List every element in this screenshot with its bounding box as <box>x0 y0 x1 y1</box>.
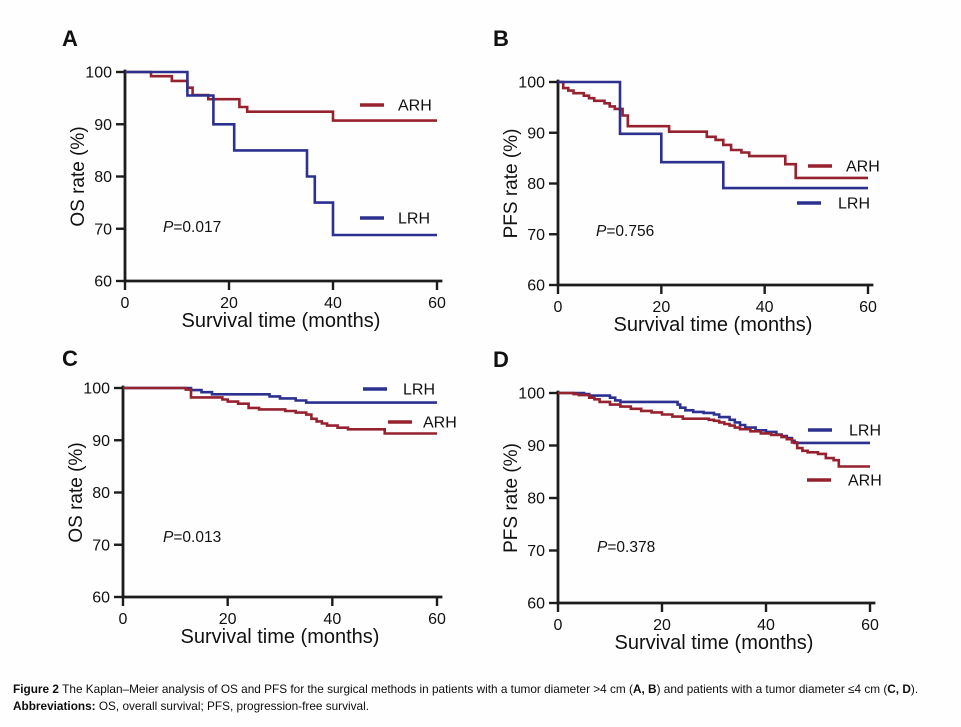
y-tick-label: 70 <box>527 227 545 244</box>
caption-line-1: Figure 2 The Kaplan–Meier analysis of OS… <box>13 681 953 698</box>
x-tick-label: 0 <box>121 295 130 312</box>
panel-c-letter: C <box>62 346 78 371</box>
y-tick-label: 100 <box>83 381 110 398</box>
y-tick-label: 70 <box>94 221 112 238</box>
x-tick-label: 60 <box>428 295 446 312</box>
legend-label-arh: ARH <box>423 415 457 432</box>
caption-bold-text: Figure 2 <box>13 682 63 696</box>
panel-d-axes <box>556 390 876 605</box>
x-axis-title: Survival time (months) <box>182 310 381 332</box>
y-tick-label: 60 <box>527 596 545 613</box>
panel-b-letter: B <box>493 26 509 51</box>
legend-item-arh: ARH <box>808 159 880 176</box>
x-tick-label: 40 <box>756 299 774 316</box>
panel-a-letter: A <box>62 26 78 51</box>
x-tick-label: 60 <box>428 611 446 628</box>
x-tick-label: 40 <box>757 617 775 634</box>
caption-bold-text: Abbreviations: <box>13 698 99 713</box>
y-axis-title: PFS rate (%) <box>501 129 522 239</box>
panel-b-axes <box>556 79 874 287</box>
x-tick-label: 20 <box>219 611 237 628</box>
caption-line-2: Abbreviations: OS, overall survival; PFS… <box>13 698 953 715</box>
caption-bold-text: A, B <box>632 682 657 696</box>
figure-caption: Figure 2 The Kaplan–Meier analysis of OS… <box>13 681 953 714</box>
legend-label-arh: ARH <box>848 473 882 490</box>
y-axis-title: PFS rate (%) <box>501 443 522 553</box>
panel-c-axes <box>121 385 443 599</box>
caption-text: ) and patients with a tumor diameter ≤4 … <box>656 682 888 696</box>
y-tick-label: 70 <box>92 537 110 554</box>
curve-lrh <box>558 391 870 445</box>
y-tick-label: 100 <box>85 65 112 82</box>
p-value-label: P=0.378 <box>597 539 655 556</box>
caption-bold-text: C, D <box>887 682 911 696</box>
x-tick-label: 0 <box>554 617 563 634</box>
y-tick-label: 90 <box>527 438 545 455</box>
legend-item-arh: ARH <box>360 98 432 115</box>
y-tick-label: 80 <box>92 485 110 502</box>
x-tick-label: 20 <box>652 299 670 316</box>
panel-a: A 60 70 80 90 100 0 20 40 60 OS rate (%) Survival t… <box>62 26 446 332</box>
x-tick-label: 60 <box>861 617 879 634</box>
curve-lrh <box>123 386 437 404</box>
y-axis-title: OS rate (%) <box>66 442 87 542</box>
legend-item-lrh: LRH <box>797 196 870 213</box>
x-tick-label: 60 <box>859 299 877 316</box>
legend-label-lrh: LRH <box>398 211 430 228</box>
y-tick-label: 100 <box>518 386 545 403</box>
legend-label-lrh: LRH <box>403 382 435 399</box>
y-tick-label: 60 <box>92 590 110 607</box>
x-axis-title: Survival time (months) <box>615 632 814 654</box>
y-tick-label: 80 <box>527 491 545 508</box>
y-tick-label: 90 <box>527 125 545 142</box>
legend-label-arh: ARH <box>398 98 432 115</box>
legend-item-lrh: LRH <box>808 423 881 440</box>
y-tick-label: 90 <box>92 433 110 450</box>
caption-text: The Kaplan–Meier analysis of OS and PFS … <box>62 682 633 696</box>
curve-lrh <box>558 80 868 190</box>
p-value-label: P=0.017 <box>163 219 221 236</box>
curve-arh <box>123 386 437 435</box>
legend-item-lrh: LRH <box>363 382 435 399</box>
p-value-label: P=0.756 <box>596 223 654 240</box>
y-tick-label: 80 <box>94 169 112 186</box>
x-axis-title: Survival time (months) <box>614 314 813 336</box>
caption-text: OS, overall survival; PFS, progression-f… <box>98 698 369 713</box>
x-tick-label: 20 <box>220 295 238 312</box>
y-tick-label: 60 <box>94 274 112 291</box>
legend-item-lrh: LRH <box>360 211 430 228</box>
curve-arh <box>125 70 437 122</box>
panel-d: D 60 70 80 90 100 0 20 40 60 PFS rate (%) Survival … <box>493 347 882 654</box>
legend-item-arh: ARH <box>388 415 457 432</box>
curve-arh <box>558 80 868 180</box>
x-tick-label: 20 <box>653 617 671 634</box>
y-tick-label: 90 <box>94 117 112 134</box>
y-axis-title: OS rate (%) <box>68 126 89 226</box>
x-axis-title: Survival time (months) <box>181 626 380 648</box>
y-tick-label: 100 <box>518 75 545 92</box>
panel-c: C 60 70 80 90 100 0 20 40 60 OS rate (%) Survival t… <box>62 346 457 648</box>
legend-label-lrh: LRH <box>838 196 870 213</box>
y-tick-label: 70 <box>527 543 545 560</box>
y-tick-label: 80 <box>527 176 545 193</box>
curve-lrh <box>125 70 437 237</box>
panel-b: B 60 70 80 90 100 0 20 40 60 PFS rate (%) Survival … <box>493 26 880 336</box>
legend-label-arh: ARH <box>846 159 880 176</box>
p-value-label: P=0.013 <box>163 529 221 546</box>
x-tick-label: 0 <box>554 299 563 316</box>
panel-d-letter: D <box>493 347 509 372</box>
x-tick-label: 40 <box>323 611 341 628</box>
x-tick-label: 40 <box>324 295 342 312</box>
legend-item-arh: ARH <box>807 473 882 490</box>
x-tick-label: 0 <box>119 611 128 628</box>
curve-arh <box>558 391 870 468</box>
y-tick-label: 60 <box>527 278 545 295</box>
caption-text: ). <box>910 682 919 696</box>
legend-label-lrh: LRH <box>849 423 881 440</box>
panel-a-axes <box>123 69 443 283</box>
